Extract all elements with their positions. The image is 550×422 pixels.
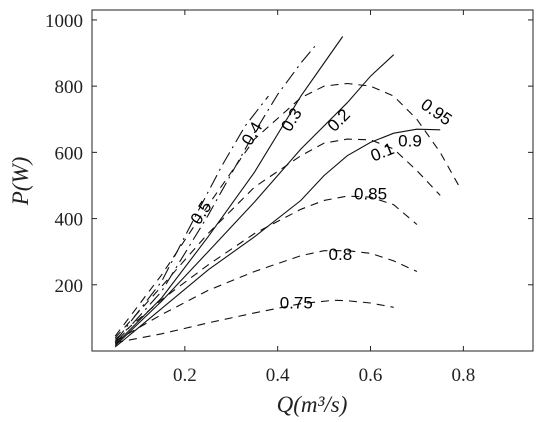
y-tick-label: 400 [55,210,84,231]
curve-label-0-9: 0.9 [398,131,422,150]
y-tick-label: 200 [55,276,84,297]
curve-label-0-85: 0.85 [354,184,387,203]
y-tick-label: 600 [55,143,84,164]
curve-label-0-8: 0.8 [329,245,353,264]
curve-0-9 [114,138,441,339]
x-axis-label: Q(m³/s) [277,392,348,417]
curve-group [114,36,460,348]
curve-0-5 [114,95,269,343]
y-axis-label: P(W) [8,157,33,207]
x-tick-label: 0.6 [359,365,383,386]
curve-0-75 [115,299,394,344]
curve-label-0-95: 0.95 [417,95,455,130]
curve-0-4 [114,46,316,344]
curve-0-85 [114,195,418,340]
y-tick-label: 1000 [45,11,83,32]
curve-label-0-75: 0.75 [280,294,313,313]
curve-0-2 [114,54,395,347]
x-axis-ticks: 0.2 0.4 0.6 0.8 [173,10,475,386]
x-tick-label: 0.4 [266,365,290,386]
curve-label-0-3: 0.3 [277,105,306,135]
axes-frame [91,9,534,352]
y-tick-label: 800 [55,77,84,98]
x-tick-label: 0.2 [173,365,197,386]
curve-label-0-2: 0.2 [324,105,354,135]
curve-label-0-1: 0.1 [368,139,397,165]
curve-0-95 [114,82,460,337]
y-axis-ticks: 200 400 600 800 1000 [45,11,533,297]
curve-0-3 [114,36,344,345]
curve-label-group: 0.750.80.850.90.950.10.20.30.40.5 [187,95,456,313]
curve-0-8 [114,250,418,342]
x-tick-label: 0.8 [451,365,475,386]
curve-label-0-4: 0.4 [238,119,267,149]
curve-0-1 [114,128,441,348]
